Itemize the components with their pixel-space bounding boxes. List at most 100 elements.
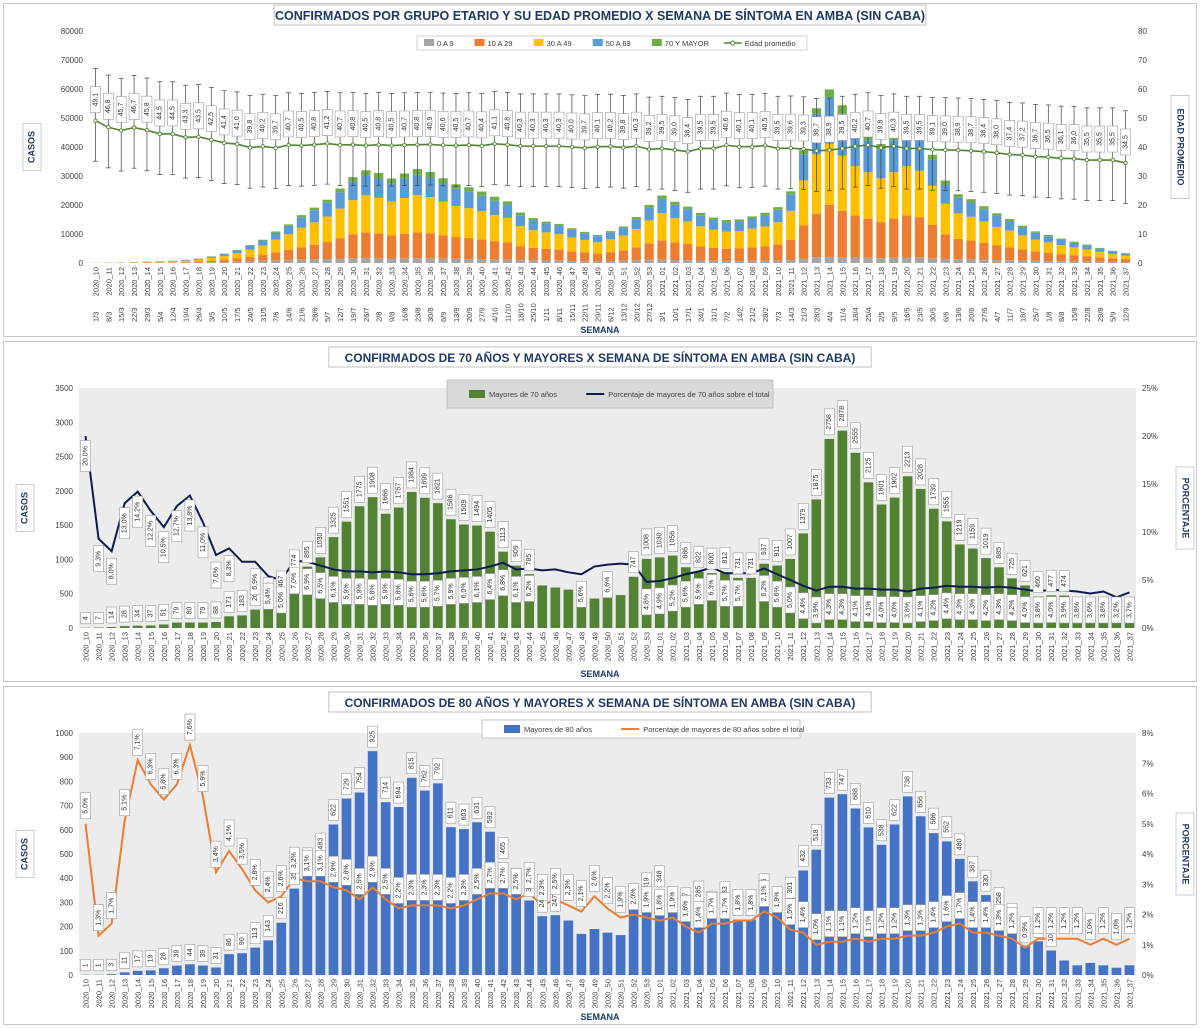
week-date-label: 3/5 — [207, 312, 216, 322]
bar-value-label-frame — [941, 816, 953, 838]
average-age-label-box: 38,4 — [682, 117, 694, 144]
percentage-label-box: 1,1% — [863, 910, 874, 938]
bar-0-a-9 — [902, 257, 912, 263]
percentage-label-frame — [980, 901, 992, 928]
week-date-label: 21/2 — [748, 307, 757, 322]
percentage-label-box: 5,8% — [367, 579, 378, 606]
bar-30-a-49 — [618, 235, 629, 251]
bar-mark — [341, 521, 352, 628]
bar-value-label: 348 — [657, 870, 664, 882]
average-age-label-box: 40,8 — [373, 110, 385, 137]
bar-value-label-box: 216 — [275, 897, 287, 920]
percentage-label-frame — [550, 868, 561, 895]
percentage-label-box: 5,4% — [262, 582, 274, 610]
bar-50-a-69 — [644, 207, 654, 221]
percentage-label-box: 1,4% — [967, 901, 979, 928]
percentage-label-frame — [289, 846, 300, 874]
average-age-label-box: 39,0 — [669, 115, 681, 143]
percentage-label: 1,2% — [1048, 913, 1055, 929]
average-age-label: 41,1 — [491, 116, 498, 130]
bar-mark — [733, 919, 743, 975]
bar-mark — [341, 798, 352, 975]
average-age-label-box: 40,3 — [888, 111, 900, 139]
percentage-label: 6,1% — [513, 581, 520, 597]
bar-70-y-mayor — [644, 204, 654, 208]
bar-10-a-29 — [657, 240, 667, 260]
week-date-label: 29/8 — [1096, 307, 1105, 322]
bar-0-a-9 — [657, 259, 667, 263]
average-age-label-frame — [991, 118, 1003, 146]
bar-50-a-69 — [1069, 242, 1079, 248]
bar-70-y-mayor — [760, 212, 770, 216]
age-groups-chart: CONFIRMADOS POR GRUPO ETARIO Y SU EDAD P… — [22, 4, 1190, 335]
week-date-label: 15/8 — [1070, 307, 1079, 322]
y2-tick-label: 50 — [1138, 114, 1147, 123]
x-tick-label: 2021_22 — [928, 267, 937, 296]
percentage-label-box: 1,5% — [784, 898, 796, 925]
y-tick-label: 30000 — [61, 172, 84, 181]
percentage-label: 3,4% — [213, 846, 220, 862]
bar-mark — [824, 797, 835, 975]
average-age-point — [840, 146, 845, 151]
bar-value-label-frame — [302, 541, 313, 563]
percentage-label: 1,0% — [1087, 919, 1094, 935]
percentage-label-box: 6,9% — [249, 568, 261, 596]
bar-value-label-box: 611 — [445, 801, 457, 824]
x-tick-label: 2021_25 — [969, 979, 978, 1008]
percentage-label-frame — [210, 561, 222, 589]
percentage-label: 5,0% — [787, 592, 794, 608]
bar-10-a-29 — [1095, 257, 1105, 262]
bar-mark — [498, 862, 508, 975]
bar-value-label-box: 603 — [458, 803, 470, 826]
average-age-label-frame — [1055, 124, 1067, 151]
average-age-label: 45,7 — [118, 103, 125, 117]
bar-70-y-mayor — [1082, 244, 1092, 246]
bar-10-a-29 — [966, 240, 976, 260]
bar-10-a-29 — [592, 253, 603, 262]
x-tick-label: 2021_33 — [1073, 632, 1082, 661]
percentage-label-frame — [784, 898, 796, 925]
average-age-label-frame — [914, 114, 925, 141]
average-age-point — [415, 142, 420, 147]
x-tick-label: 2020_15 — [147, 632, 156, 661]
x-tick-label: 2020_22 — [238, 632, 247, 661]
bar-value-label-frame — [393, 477, 405, 504]
x-tick-label: 2021_21 — [917, 632, 926, 661]
bar-value-label-frame — [628, 551, 639, 574]
bar-30-a-49 — [361, 195, 371, 233]
week-date-label: 13/6 — [954, 307, 963, 322]
percentage-label-frame — [771, 886, 783, 913]
percentage-label-frame — [367, 579, 378, 606]
x-tick-label: 2020_50 — [604, 979, 613, 1008]
week-date-label: 20/9 — [465, 307, 474, 322]
x-tick-label: 2020_35 — [413, 267, 422, 296]
x-tick-label: 2021_28 — [1006, 267, 1015, 296]
bar-value-label-frame — [967, 856, 979, 878]
bar-value-label-frame — [824, 772, 835, 794]
bar-value-label: 14 — [108, 611, 115, 619]
x-tick-label: 2021_30 — [1031, 267, 1040, 296]
week-date-label: 21/6 — [297, 307, 306, 322]
bar-70-y-mayor — [953, 194, 963, 198]
bar-70-y-mayor — [541, 221, 551, 224]
percentage-label-frame — [419, 580, 431, 608]
average-age-label-box: 36,1 — [1055, 124, 1067, 151]
average-age-label: 40,8 — [414, 117, 421, 131]
average-age-point — [1097, 157, 1102, 163]
average-age-label: 39,5 — [659, 121, 666, 135]
bar-value-label-frame — [758, 538, 770, 561]
average-age-point — [724, 143, 729, 148]
average-age-label-box: 40,5 — [360, 111, 372, 138]
bar-0-a-9 — [927, 258, 938, 263]
x-tick-label: 2021_12 — [799, 979, 808, 1008]
bar-30-a-49 — [386, 201, 397, 236]
bar-value-label-frame — [497, 837, 509, 859]
x-tick-label: 2020_16 — [160, 632, 169, 661]
percentage-label-frame — [615, 886, 626, 913]
percentage-label: 5,6% — [774, 586, 781, 602]
y2-tick-label: 0% — [1142, 624, 1154, 633]
x-tick-label: 2021_27 — [995, 979, 1004, 1008]
bar-50-a-69 — [451, 188, 461, 207]
y-tick-label: 80000 — [61, 27, 84, 36]
percentage-label-box: 7,6% — [210, 561, 222, 589]
